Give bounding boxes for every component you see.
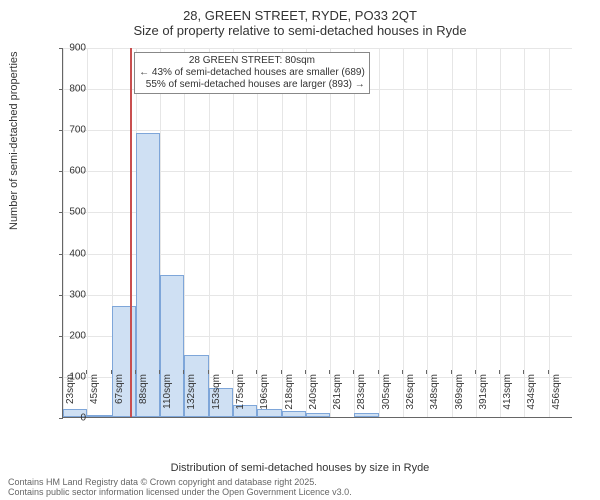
gridline-h: [63, 130, 572, 131]
gridline-v: [524, 48, 525, 417]
xtick-label: 23sqm: [65, 374, 76, 404]
xtick-label: 369sqm: [454, 374, 465, 410]
xtick-label: 456sqm: [551, 374, 562, 410]
xtick-mark: [232, 370, 233, 374]
xtick-label: 326sqm: [405, 374, 416, 410]
ytick-label: 400: [56, 248, 86, 259]
xtick-label: 261sqm: [332, 374, 343, 410]
ytick-label: 700: [56, 125, 86, 136]
ytick-label: 800: [56, 84, 86, 95]
gridline-v: [209, 48, 210, 417]
xtick-label: 110sqm: [162, 374, 173, 409]
gridline-v: [257, 48, 258, 417]
xtick-mark: [159, 370, 160, 374]
xtick-label: 45sqm: [89, 374, 100, 404]
chart-area: 28 GREEN STREET: 80sqm← 43% of semi-deta…: [62, 48, 572, 418]
x-axis-label: Distribution of semi-detached houses by …: [0, 462, 600, 474]
gridline-v: [549, 48, 550, 417]
histogram-bar: [257, 409, 281, 417]
ytick-label: 600: [56, 166, 86, 177]
xtick-label: 153sqm: [211, 374, 222, 410]
xtick-mark: [548, 370, 549, 374]
plot-region: 28 GREEN STREET: 80sqm← 43% of semi-deta…: [62, 48, 572, 418]
gridline-v: [306, 48, 307, 417]
xtick-label: 305sqm: [381, 374, 392, 410]
ytick-label: 500: [56, 207, 86, 218]
xtick-label: 434sqm: [526, 374, 537, 410]
footer-line2: Contains public sector information licen…: [8, 488, 352, 498]
xtick-mark: [353, 370, 354, 374]
xtick-mark: [523, 370, 524, 374]
xtick-mark: [402, 370, 403, 374]
xtick-mark: [305, 370, 306, 374]
xtick-label: 348sqm: [429, 374, 440, 410]
histogram-bar: [87, 415, 111, 417]
xtick-label: 283sqm: [356, 374, 367, 410]
xtick-mark: [329, 370, 330, 374]
xtick-label: 218sqm: [284, 374, 295, 410]
xtick-mark: [256, 370, 257, 374]
annotation-line1: 28 GREEN STREET: 80sqm: [139, 55, 365, 67]
footer-attribution: Contains HM Land Registry data © Crown c…: [8, 478, 352, 498]
histogram-bar: [306, 413, 330, 417]
xtick-label: 391sqm: [478, 374, 489, 410]
xtick-mark: [426, 370, 427, 374]
gridline-v: [403, 48, 404, 417]
ytick-label: 900: [56, 43, 86, 54]
xtick-mark: [135, 370, 136, 374]
ytick-label: 0: [56, 413, 86, 424]
xtick-label: 132sqm: [186, 374, 197, 410]
gridline-v: [282, 48, 283, 417]
ytick-label: 300: [56, 289, 86, 300]
annotation-box: 28 GREEN STREET: 80sqm← 43% of semi-deta…: [134, 52, 370, 94]
xtick-mark: [62, 370, 63, 374]
marker-line: [130, 48, 132, 417]
xtick-mark: [208, 370, 209, 374]
xtick-label: 175sqm: [235, 374, 246, 410]
gridline-v: [427, 48, 428, 417]
gridline-v: [354, 48, 355, 417]
xtick-mark: [475, 370, 476, 374]
gridline-v: [500, 48, 501, 417]
gridline-v: [63, 48, 64, 417]
gridline-v: [87, 48, 88, 417]
gridline-h: [63, 48, 572, 49]
gridline-v: [452, 48, 453, 417]
y-axis-label: Number of semi-detached properties: [8, 51, 20, 230]
gridline-v: [379, 48, 380, 417]
gridline-v: [476, 48, 477, 417]
xtick-label: 413sqm: [502, 374, 513, 410]
xtick-label: 240sqm: [308, 374, 319, 410]
chart-title-line2: Size of property relative to semi-detach…: [0, 23, 600, 42]
chart-title-line1: 28, GREEN STREET, RYDE, PO33 2QT: [0, 0, 600, 23]
xtick-mark: [451, 370, 452, 374]
gridline-v: [330, 48, 331, 417]
xtick-mark: [183, 370, 184, 374]
histogram-bar: [282, 411, 306, 417]
annotation-line2: ← 43% of semi-detached houses are smalle…: [139, 67, 365, 79]
ytick-label: 200: [56, 330, 86, 341]
histogram-bar: [354, 413, 378, 417]
annotation-line3: 55% of semi-detached houses are larger (…: [139, 79, 365, 91]
xtick-mark: [111, 370, 112, 374]
xtick-label: 67sqm: [114, 374, 125, 404]
xtick-mark: [281, 370, 282, 374]
gridline-v: [233, 48, 234, 417]
xtick-mark: [378, 370, 379, 374]
xtick-label: 196sqm: [259, 374, 270, 410]
xtick-label: 88sqm: [138, 374, 149, 404]
xtick-mark: [499, 370, 500, 374]
xtick-mark: [86, 370, 87, 374]
